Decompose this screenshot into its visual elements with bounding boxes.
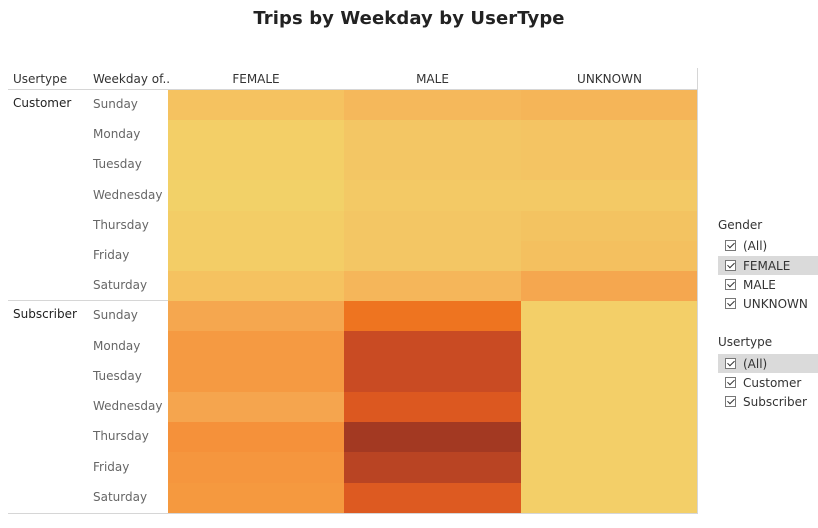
usertype-filter-subscriber[interactable]: Subscriber — [718, 392, 818, 411]
heatmap-cell[interactable] — [344, 362, 521, 392]
checkbox-icon[interactable] — [725, 396, 736, 407]
checkbox-icon[interactable] — [725, 260, 736, 271]
heatmap-cell[interactable] — [168, 483, 344, 513]
day-label: Saturday — [93, 278, 148, 292]
day-label: Thursday — [93, 218, 149, 232]
heatmap-cell[interactable] — [168, 422, 344, 452]
gender-filter-female[interactable]: FEMALE — [718, 256, 818, 275]
filter-item-label: FEMALE — [743, 258, 791, 273]
heatmap-cell[interactable] — [168, 362, 344, 392]
checkbox-icon[interactable] — [725, 240, 736, 251]
column-header-unknown: UNKNOWN — [577, 72, 642, 86]
heatmap-cell[interactable] — [168, 392, 344, 422]
day-label: Sunday — [93, 308, 138, 322]
plot-bottom-border — [8, 513, 698, 514]
heatmap-cell[interactable] — [168, 452, 344, 483]
heatmap-cell[interactable] — [168, 331, 344, 362]
heatmap-cell[interactable] — [521, 422, 698, 452]
heatmap-cell[interactable] — [168, 180, 344, 211]
heatmap-cell[interactable] — [168, 150, 344, 180]
day-label: Monday — [93, 339, 141, 353]
group-label-customer: Customer — [13, 96, 72, 110]
heatmap-cell[interactable] — [521, 362, 698, 392]
heatmap-cell[interactable] — [521, 483, 698, 513]
day-label: Tuesday — [93, 157, 142, 171]
heatmap-cell[interactable] — [521, 150, 698, 180]
checkbox-icon[interactable] — [725, 279, 736, 290]
heatmap-cell[interactable] — [344, 241, 521, 271]
gender-filter-title: Gender — [718, 218, 763, 232]
day-label: Thursday — [93, 429, 149, 443]
day-label: Tuesday — [93, 369, 142, 383]
column-header-female: FEMALE — [232, 72, 280, 86]
filter-item-label: (All) — [743, 238, 768, 253]
filter-item-label: MALE — [743, 277, 776, 292]
checkbox-icon[interactable] — [725, 377, 736, 388]
filter-item-label: UNKNOWN — [743, 296, 808, 311]
plot-right-border — [697, 68, 698, 514]
heatmap-cell[interactable] — [344, 150, 521, 180]
heatmap-cell[interactable] — [344, 301, 521, 331]
heatmap-cell[interactable] — [344, 452, 521, 483]
heatmap-cell[interactable] — [521, 180, 698, 211]
heatmap-cell[interactable] — [344, 331, 521, 362]
heatmap-cell[interactable] — [521, 392, 698, 422]
column-header-male: MALE — [416, 72, 449, 86]
heatmap-cell[interactable] — [344, 422, 521, 452]
heatmap-cell[interactable] — [168, 271, 344, 301]
group-divider — [8, 300, 168, 301]
heatmap-cell[interactable] — [344, 90, 521, 120]
heatmap-cell[interactable] — [168, 301, 344, 331]
heatmap-cell[interactable] — [344, 211, 521, 241]
gender-filter-all[interactable]: (All) — [718, 236, 818, 255]
checkbox-icon[interactable] — [725, 298, 736, 309]
day-label: Friday — [93, 460, 130, 474]
usertype-filter-all[interactable]: (All) — [718, 354, 818, 373]
heatmap-cell[interactable] — [168, 120, 344, 150]
heatmap-cell[interactable] — [521, 241, 698, 271]
checkbox-icon[interactable] — [725, 358, 736, 369]
filter-item-label: (All) — [743, 356, 768, 371]
heatmap-cell[interactable] — [168, 90, 344, 120]
heatmap-cell[interactable] — [344, 271, 521, 301]
row-header-usertype[interactable]: Usertype — [13, 72, 68, 86]
chart-title: Trips by Weekday by UserType — [253, 8, 565, 29]
day-label: Wednesday — [93, 399, 163, 413]
day-label: Wednesday — [93, 188, 163, 202]
heatmap-cell[interactable] — [521, 452, 698, 483]
heatmap-cell[interactable] — [344, 483, 521, 513]
heatmap-cell[interactable] — [344, 120, 521, 150]
heatmap-cell[interactable] — [168, 241, 344, 271]
row-header-weekday[interactable]: Weekday of.. — [93, 72, 171, 86]
heatmap-cell[interactable] — [521, 211, 698, 241]
heatmap-cell[interactable] — [521, 301, 698, 331]
usertype-filter-customer[interactable]: Customer — [718, 373, 818, 392]
day-label: Friday — [93, 248, 130, 262]
day-label: Monday — [93, 127, 141, 141]
header-divider — [8, 89, 698, 90]
day-label: Sunday — [93, 97, 138, 111]
heatmap-cell[interactable] — [344, 180, 521, 211]
gender-filter-unknown[interactable]: UNKNOWN — [718, 294, 818, 313]
heatmap-cell[interactable] — [168, 211, 344, 241]
heatmap-cell[interactable] — [344, 392, 521, 422]
filter-item-label: Customer — [743, 375, 802, 390]
heatmap-cell[interactable] — [521, 90, 698, 120]
heatmap-cell[interactable] — [521, 331, 698, 362]
gender-filter-male[interactable]: MALE — [718, 275, 818, 294]
usertype-filter-title: Usertype — [718, 335, 773, 349]
group-label-subscriber: Subscriber — [13, 307, 77, 321]
heatmap-cell[interactable] — [521, 271, 698, 301]
heatmap-cell[interactable] — [521, 120, 698, 150]
filter-item-label: Subscriber — [743, 394, 807, 409]
day-label: Saturday — [93, 490, 148, 504]
